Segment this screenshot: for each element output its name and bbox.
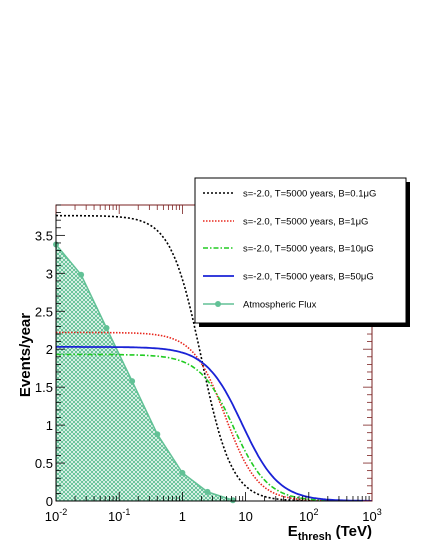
series-line-1 bbox=[56, 331, 372, 501]
series-line-0 bbox=[56, 214, 372, 501]
series-line-3 bbox=[56, 346, 372, 501]
series-atmospheric-flux-point bbox=[129, 378, 136, 385]
y-tick-label: 3.5 bbox=[35, 228, 53, 243]
y-axis-title: Events/year bbox=[17, 313, 34, 397]
x-tick-label: 10-1 bbox=[108, 507, 130, 524]
x-tick-label: 1 bbox=[179, 509, 186, 524]
series-atmospheric-flux-point bbox=[179, 469, 186, 476]
legend-label: s=-2.0, T=5000 years, B=0.1μG bbox=[243, 189, 376, 200]
y-tick-label: 3 bbox=[46, 266, 53, 281]
y-tick-label: 0.5 bbox=[35, 456, 53, 471]
x-tick-label: 103 bbox=[362, 507, 381, 524]
series-atmospheric-flux-point bbox=[154, 431, 161, 438]
series-atmospheric-flux-point bbox=[103, 325, 110, 331]
y-tick-label: 1.5 bbox=[35, 380, 53, 395]
y-tick-label: 1 bbox=[46, 418, 53, 433]
series-atmospheric-flux-point bbox=[204, 488, 211, 495]
legend-marker bbox=[215, 301, 221, 307]
x-axis-title-main: E bbox=[288, 523, 298, 540]
legend-box bbox=[194, 177, 407, 324]
legend-label: Atmospheric Flux bbox=[243, 300, 317, 311]
series-atmospheric-flux-point bbox=[229, 497, 236, 504]
legend: s=-2.0, T=5000 years, B=0.1μG s=-2.0, T=5… bbox=[194, 177, 410, 327]
series-atmospheric-flux-point bbox=[78, 271, 85, 278]
legend-label: s=-2.0, T=5000 years, B=10μG bbox=[243, 244, 374, 255]
legend-label: s=-2.0, T=5000 years, B=1μG bbox=[243, 217, 368, 228]
x-tick-label: 10 bbox=[238, 509, 252, 524]
y-tick-label: 2 bbox=[46, 342, 53, 357]
series-line-2 bbox=[56, 353, 372, 501]
x-axis-title: Ethresh (TeV) bbox=[288, 523, 372, 543]
y-tick-label: 2.5 bbox=[35, 304, 53, 319]
x-tick-label: 102 bbox=[299, 507, 318, 524]
x-axis-title-unit: (TeV) bbox=[331, 523, 372, 540]
y-tick-label: 0 bbox=[46, 494, 53, 509]
x-tick-label: 10-2 bbox=[45, 507, 67, 524]
x-axis-title-sub: thresh bbox=[298, 531, 332, 543]
legend-label: s=-2.0, T=5000 years, B=50μG bbox=[243, 272, 374, 283]
